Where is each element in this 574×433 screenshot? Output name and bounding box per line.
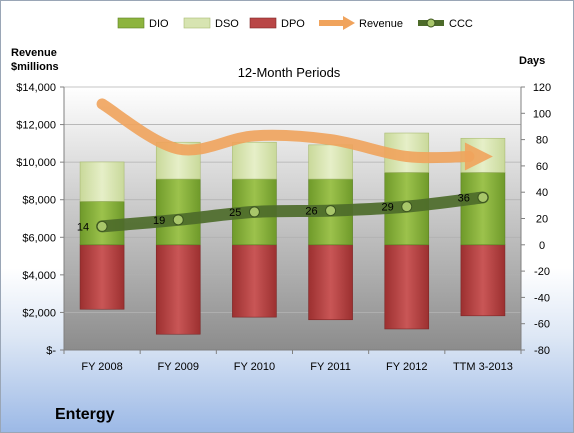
left-tick-label: $8,000 [22, 195, 56, 207]
dio-bar [460, 172, 506, 246]
legend-swatch-revenue-head [343, 16, 355, 30]
left-axis-label-line2: $millions [11, 61, 59, 73]
ccc-data-label: 14 [77, 221, 89, 233]
right-tick-label: -80 [534, 345, 550, 357]
right-tick-label: 0 [539, 240, 545, 252]
right-tick-label: -20 [534, 266, 550, 278]
ccc-marker [477, 191, 489, 203]
right-tick-label: 120 [533, 82, 551, 94]
left-tick-label: $6,000 [22, 232, 56, 244]
dso-bar [232, 141, 277, 180]
dpo-bar [79, 244, 125, 310]
ccc-data-label: 29 [382, 202, 394, 214]
ccc-marker [96, 220, 108, 232]
category-label: FY 2012 [386, 361, 427, 373]
ccc-marker [401, 201, 413, 213]
dpo-bar [232, 244, 277, 318]
left-tick-label: $14,000 [16, 82, 56, 94]
ccc-data-label: 26 [305, 206, 317, 218]
ccc-line [96, 191, 489, 233]
right-tick-label: 60 [536, 161, 548, 173]
dpo-bar [308, 244, 353, 321]
left-axis-label-line1: Revenue [11, 47, 57, 59]
legend-swatch-ccc-marker [426, 18, 436, 28]
category-label: FY 2009 [158, 361, 199, 373]
ccc-marker [325, 205, 337, 217]
ccc-data-label: 25 [229, 207, 241, 219]
axes: $- $2,000 $4,000 $6,000 $8,000 $10,000 $12,000… [16, 82, 551, 373]
left-tick-label: $2,000 [22, 307, 56, 319]
legend-label: DIO [149, 18, 169, 30]
category-label: FY 2010 [234, 361, 275, 373]
left-tick-label: $12,000 [16, 120, 56, 132]
bars [79, 132, 506, 335]
dso-bar [308, 144, 353, 180]
ccc-marker [248, 206, 260, 218]
legend-label: Revenue [359, 18, 403, 30]
dso-bar [79, 161, 125, 202]
right-tick-label: -40 [534, 292, 550, 304]
dio-bar [155, 178, 201, 246]
chart-title: 12-Month Periods [238, 65, 341, 80]
legend-label: DSO [215, 18, 239, 30]
legend: DIO DSO DPO Revenue CCC [117, 16, 473, 30]
ccc-data-label: 36 [458, 192, 470, 204]
revenue-line [96, 98, 475, 164]
right-axis-label: Days [519, 55, 545, 67]
dpo-bar [384, 244, 430, 330]
category-label: TTM 3-2013 [453, 361, 513, 373]
right-tick-label: 80 [536, 135, 548, 147]
right-tick-label: -60 [534, 319, 550, 331]
category-label: FY 2011 [310, 361, 351, 373]
legend-swatch-dso [183, 17, 211, 29]
legend-swatch-dpo [249, 17, 277, 29]
dpo-bar [155, 244, 201, 335]
revenue-arrowhead [464, 142, 493, 171]
right-tick-label: 20 [536, 214, 548, 226]
left-tick-label: $- [46, 345, 56, 357]
series-lines: 14 19 25 26 29 36 [77, 98, 493, 233]
left-tick-label: $4,000 [22, 270, 56, 282]
left-tick-label: $10,000 [16, 157, 56, 169]
ccc-marker [172, 214, 184, 226]
dpo-bar [460, 244, 506, 317]
category-label: FY 2008 [81, 361, 122, 373]
company-name: Entergy [55, 406, 115, 423]
legend-label: CCC [449, 18, 473, 30]
legend-swatch-dio [117, 17, 145, 29]
right-tick-label: 100 [533, 108, 551, 120]
ccc-data-label: 19 [153, 215, 165, 227]
legend-label: DPO [281, 18, 305, 30]
right-tick-label: 40 [536, 187, 548, 199]
